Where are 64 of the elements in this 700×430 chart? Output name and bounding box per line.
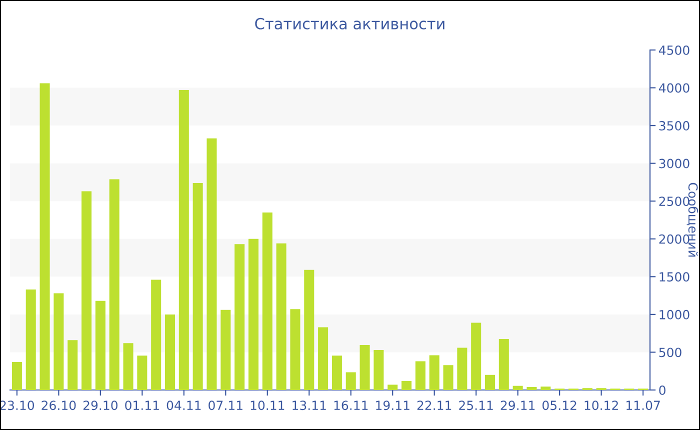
x-tick-label: 13.11 (292, 400, 326, 410)
bar (40, 83, 50, 390)
bar (68, 340, 78, 390)
x-tick-label: 26.10 (42, 400, 76, 410)
x-tick-label: 10.11 (250, 400, 284, 410)
bar (318, 327, 328, 390)
y-tick-label: 1500 (660, 272, 690, 282)
bar (151, 280, 162, 390)
x-tick-label: 19.11 (376, 400, 410, 410)
bar (457, 348, 468, 390)
bar (164, 314, 176, 390)
x-tick-label: 29.10 (83, 400, 118, 410)
chart-title: Статистика активности (255, 18, 444, 30)
bar (178, 90, 189, 390)
bar (346, 372, 356, 390)
bar (290, 309, 300, 390)
bar (332, 356, 342, 390)
x-tick-label: 05.12 (542, 400, 576, 410)
x-tick-label: 07.11 (208, 400, 242, 410)
x-tick-label: 10.12 (584, 400, 618, 410)
y-tick-label: 500 (659, 348, 682, 358)
bar (388, 384, 398, 390)
bar (234, 244, 245, 390)
bar (206, 138, 217, 390)
bar (471, 322, 482, 390)
bar (443, 365, 454, 390)
bar (220, 310, 231, 390)
bar (123, 343, 134, 390)
x-tick-label: 25.11 (459, 400, 493, 410)
y-tick-label: 4000 (658, 83, 690, 93)
x-tick-label: 04.11 (166, 400, 201, 410)
y-tick-label: 3000 (659, 158, 690, 168)
bar (12, 362, 22, 390)
bar (248, 238, 258, 390)
bar (137, 356, 148, 390)
y-tick-label: 4500 (658, 45, 690, 55)
bar (402, 380, 412, 390)
y-tick-label: 3500 (659, 121, 690, 130)
y-tick-label: 0 (659, 385, 666, 395)
bar (26, 290, 36, 390)
bar (512, 386, 523, 390)
x-tick-label: 29.11 (500, 400, 535, 410)
bar (498, 339, 509, 390)
bar (526, 386, 537, 390)
x-tick-label: 16.11 (334, 400, 368, 410)
x-tick-label: 23.10 (0, 400, 34, 410)
bar (95, 300, 106, 390)
x-tick-label: 11.07 (626, 400, 660, 410)
bar (192, 182, 203, 390)
bar (276, 243, 286, 390)
bar (484, 374, 496, 390)
bar (262, 212, 272, 390)
y-tick-label: 1000 (660, 310, 690, 320)
bar (360, 345, 370, 390)
bar (540, 386, 551, 390)
bar (415, 361, 426, 390)
bar (54, 293, 64, 390)
bar (374, 350, 384, 390)
bar (304, 270, 314, 390)
bar (82, 191, 92, 390)
x-tick-label: 01.11 (125, 400, 159, 410)
bar (429, 355, 440, 390)
x-tick-label: 22.11 (417, 400, 452, 410)
bar (109, 179, 120, 390)
